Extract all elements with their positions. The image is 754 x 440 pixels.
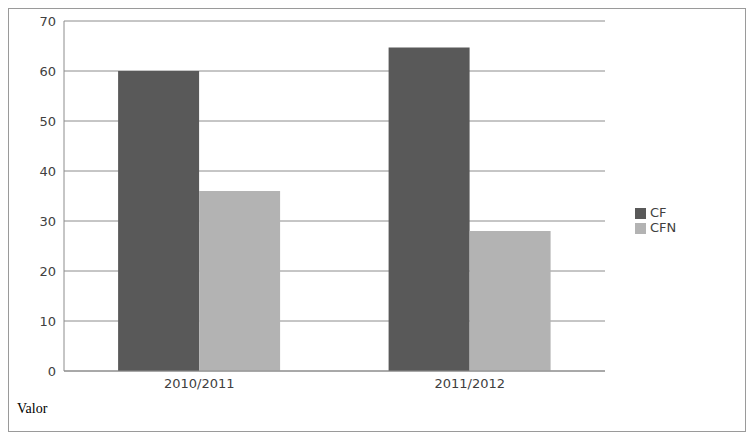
- svg-text:70: 70: [39, 14, 56, 29]
- svg-text:2011/2012: 2011/2012: [434, 376, 505, 391]
- svg-text:20: 20: [39, 264, 56, 279]
- svg-text:30: 30: [39, 214, 56, 229]
- svg-text:40: 40: [39, 164, 56, 179]
- svg-text:0: 0: [48, 364, 56, 379]
- svg-text:10: 10: [39, 314, 56, 329]
- svg-text:2010/2011: 2010/2011: [164, 376, 235, 391]
- svg-text:50: 50: [39, 114, 56, 129]
- html-text:Valor: Valor: [17, 401, 48, 416]
- html-text:CF: CF: [650, 205, 667, 220]
- html-text:CFN: CFN: [650, 220, 677, 235]
- svg-text:60: 60: [39, 64, 56, 79]
